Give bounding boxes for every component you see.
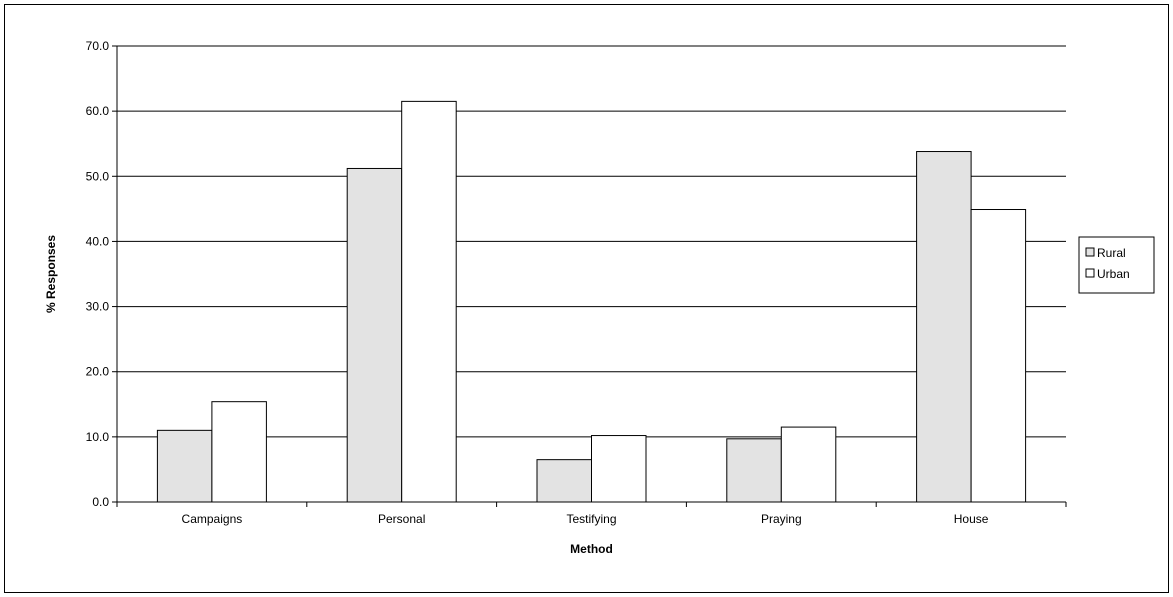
- bar-urban-testifying: [591, 435, 647, 503]
- x-category-label: Testifying: [566, 512, 616, 526]
- y-tick-labels: 0.0 10.0 20.0 30.0 40.0 50.0 60.0 70.0: [86, 39, 110, 509]
- legend-swatch-rural: [1085, 247, 1095, 257]
- y-tick-label: 30.0: [86, 300, 110, 314]
- y-tick-label: 0.0: [92, 495, 109, 509]
- bar-rural-house: [916, 151, 972, 503]
- bar-chart: 0.0 10.0 20.0 30.0 40.0 50.0 60.0 70.0 Campaign…: [44, 39, 1155, 556]
- x-category-label: Praying: [761, 512, 802, 526]
- bar-rural-praying: [726, 438, 782, 503]
- legend-label-urban: Urban: [1097, 267, 1130, 281]
- chart-frame: 0.0 10.0 20.0 30.0 40.0 50.0 60.0 70.0 Campaign…: [4, 4, 1169, 593]
- bars: [156, 100, 1027, 503]
- x-category-labels: Campaigns Personal Testifying Praying House: [182, 512, 989, 526]
- x-axis-title: Method: [570, 542, 613, 556]
- axes: [112, 45, 1067, 507]
- legend-label-rural: Rural: [1097, 246, 1126, 260]
- y-tick-label: 10.0: [86, 430, 110, 444]
- y-tick-label: 60.0: [86, 104, 110, 118]
- legend: Rural Urban: [1078, 236, 1155, 294]
- x-category-label: Campaigns: [182, 512, 243, 526]
- bar-rural-campaigns: [156, 429, 213, 503]
- y-tick-label: 40.0: [86, 234, 110, 248]
- x-category-label: Personal: [378, 512, 425, 526]
- legend-swatch-urban: [1085, 268, 1095, 278]
- x-category-label: House: [954, 512, 989, 526]
- legend-box: [1078, 236, 1155, 294]
- y-tick-label: 50.0: [86, 169, 110, 183]
- bar-urban-personal: [401, 100, 457, 503]
- y-tick-label: 70.0: [86, 39, 110, 53]
- bar-urban-campaigns: [211, 401, 267, 503]
- bar-urban-praying: [780, 426, 837, 503]
- bar-urban-house: [970, 209, 1027, 503]
- bar-rural-testifying: [536, 459, 592, 503]
- y-tick-label: 20.0: [86, 365, 110, 379]
- y-axis-title: % Responses: [44, 235, 58, 313]
- bar-rural-personal: [346, 167, 403, 503]
- grid-lines: [117, 45, 1066, 438]
